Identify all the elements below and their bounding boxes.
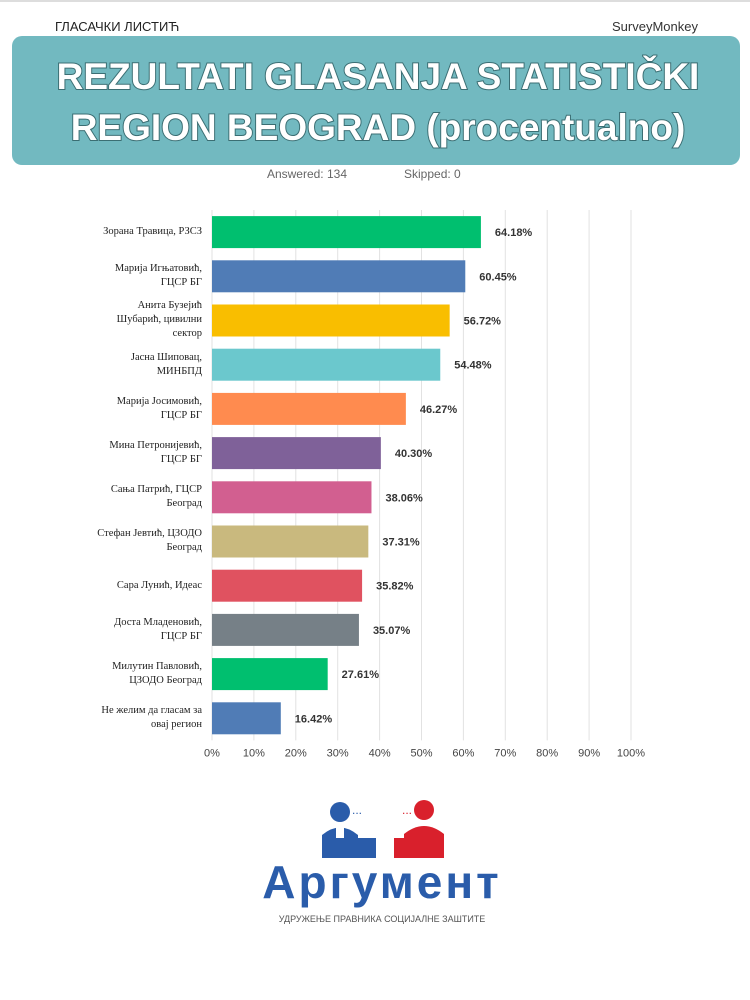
bar bbox=[212, 304, 450, 337]
bar bbox=[212, 525, 369, 558]
y-tick-label: Марија Јосимовић, ГЦСР БГ bbox=[116, 395, 202, 421]
bar bbox=[212, 392, 406, 425]
bar bbox=[212, 658, 328, 691]
value-label: 60.45% bbox=[479, 271, 517, 283]
y-tick-label: Не желим да гласам за овај регион bbox=[101, 705, 202, 731]
value-label: 16.42% bbox=[295, 713, 333, 725]
bar bbox=[212, 216, 481, 249]
bar bbox=[212, 702, 281, 735]
x-tick-label: 20% bbox=[285, 747, 307, 759]
svg-text:...: ... bbox=[352, 803, 362, 817]
y-tick-label: Марија Игњатовић, ГЦСР БГ bbox=[114, 263, 202, 289]
x-tick-label: 10% bbox=[243, 747, 265, 759]
y-tick-label: Јасна Шиповац, МИНБПД bbox=[130, 351, 202, 377]
value-label: 54.48% bbox=[454, 360, 492, 372]
x-tick-label: 60% bbox=[452, 747, 474, 759]
x-tick-label: 50% bbox=[410, 747, 432, 759]
y-tick-label: Стефан Јевтић, ЦЗОДО Београд bbox=[97, 528, 202, 554]
x-tick-label: 0% bbox=[204, 747, 220, 759]
banner-title: REZULTATI GLASANJA STATISTIČKI bbox=[57, 55, 700, 97]
x-tick-label: 70% bbox=[494, 747, 516, 759]
x-tick-label: 40% bbox=[369, 747, 391, 759]
banner-title: REGION BEOGRAD (procentualno) bbox=[71, 107, 686, 148]
skipped: Skipped: 0 bbox=[404, 167, 461, 181]
answered: Answered: 134 bbox=[267, 167, 347, 181]
logo-name: Аргумент bbox=[262, 856, 501, 908]
bar bbox=[212, 348, 441, 381]
y-tick-label: Милутин Павловић, ЦЗОДО Београд bbox=[112, 661, 202, 686]
value-label: 37.31% bbox=[382, 537, 420, 549]
header-right: SurveyMonkey bbox=[612, 19, 698, 34]
bar bbox=[212, 481, 372, 514]
bar bbox=[212, 569, 363, 602]
value-label: 35.07% bbox=[373, 625, 411, 637]
svg-text:...: ... bbox=[402, 803, 412, 817]
value-label: 46.27% bbox=[420, 404, 458, 416]
y-tick-label: Сара Лунић, Идеас bbox=[116, 579, 202, 591]
bar bbox=[212, 613, 359, 646]
x-tick-label: 90% bbox=[578, 747, 600, 759]
header-left: ГЛАСАЧКИ ЛИСТИЋ bbox=[55, 19, 179, 34]
value-label: 64.18% bbox=[495, 227, 533, 239]
y-tick-label: Мина Петронијевић, ГЦСР БГ bbox=[109, 440, 202, 465]
bar bbox=[212, 260, 466, 293]
logo-tagline: УДРУЖЕЊЕ ПРАВНИКА СОЦИЈАЛНЕ ЗАШТИТЕ bbox=[279, 914, 486, 924]
x-tick-label: 100% bbox=[617, 747, 645, 759]
y-tick-label: Анита Бузејић Шубарић, цивилни сектор bbox=[116, 300, 202, 340]
bar bbox=[212, 437, 381, 470]
banner bbox=[12, 36, 740, 165]
x-tick-label: 80% bbox=[536, 747, 558, 759]
x-tick-label: 30% bbox=[327, 747, 349, 759]
value-label: 56.72% bbox=[464, 316, 502, 328]
y-tick-label: Доста Младеновић, ГЦСР БГ bbox=[114, 616, 202, 642]
y-tick-label: Сања Патрић, ГЦСР Београд bbox=[110, 484, 202, 510]
value-label: 38.06% bbox=[385, 492, 423, 504]
value-label: 40.30% bbox=[395, 448, 433, 460]
value-label: 35.82% bbox=[376, 581, 414, 593]
logo-icon: ... ... bbox=[322, 800, 444, 858]
y-tick-label: Зорана Травица, РЗСЗ bbox=[103, 226, 202, 237]
value-label: 27.61% bbox=[342, 669, 380, 681]
